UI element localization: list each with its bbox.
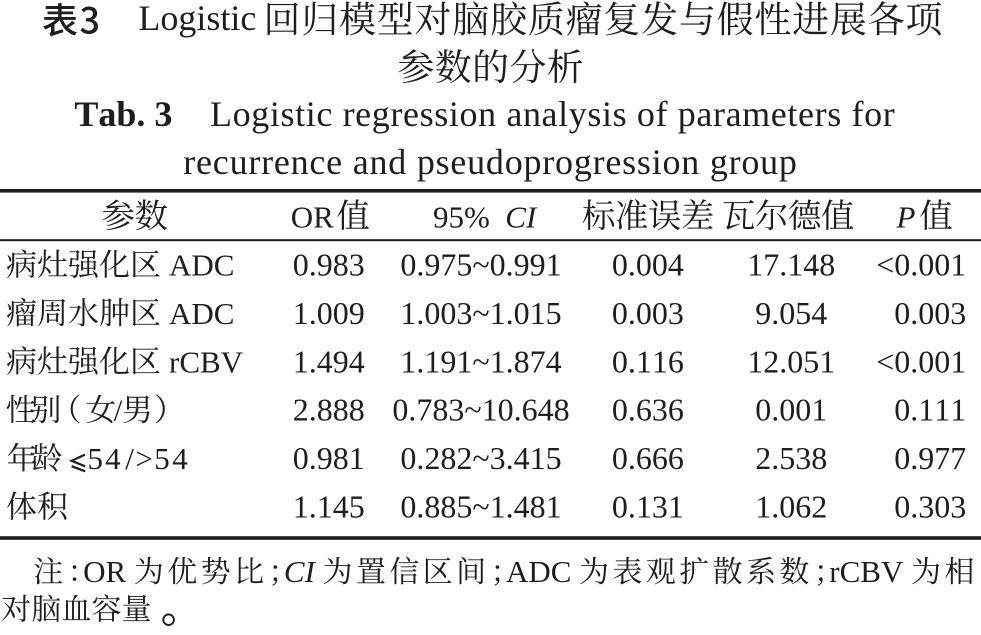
svg-text:0.636: 0.636 (612, 392, 684, 428)
svg-text:0.111: 0.111 (894, 392, 966, 428)
svg-text:P: P (896, 200, 916, 235)
svg-text:Logistic regression analysis o: Logistic regression analysis of paramete… (210, 94, 895, 134)
svg-text:0.885~1.481: 0.885~1.481 (400, 489, 561, 525)
svg-text:/: / (114, 393, 123, 428)
svg-text:1.145: 1.145 (293, 489, 365, 525)
svg-text:0.303: 0.303 (894, 489, 966, 525)
svg-text:1.009: 1.009 (293, 295, 365, 331)
svg-text:OR: OR (83, 554, 126, 589)
svg-text:1.062: 1.062 (755, 489, 827, 525)
svg-text:2.888: 2.888 (293, 392, 365, 428)
svg-text:/: / (125, 441, 134, 476)
svg-text:>: > (135, 441, 152, 476)
svg-text:recurrence and pseudoprogressi: recurrence and pseudoprogression group (183, 142, 797, 182)
svg-text:17.148: 17.148 (747, 247, 835, 283)
svg-text:CI: CI (284, 554, 317, 589)
svg-text:0.116: 0.116 (612, 343, 684, 379)
svg-text:OR: OR (291, 200, 334, 235)
svg-text:5: 5 (154, 441, 170, 476)
svg-text:1.003~1.015: 1.003~1.015 (400, 295, 561, 331)
svg-text:0.003: 0.003 (612, 295, 684, 331)
svg-text:9.054: 9.054 (755, 295, 827, 331)
svg-text:4: 4 (172, 441, 188, 476)
svg-text:95%: 95% (433, 200, 490, 235)
svg-text:Logistic: Logistic (138, 0, 256, 38)
svg-text:0.666: 0.666 (612, 440, 684, 476)
svg-text:0.001: 0.001 (755, 392, 827, 428)
svg-text:<0.001: <0.001 (876, 343, 966, 379)
svg-text:0.131: 0.131 (612, 489, 684, 525)
svg-text:Tab. 3: Tab. 3 (74, 94, 172, 134)
svg-text:0.975~0.991: 0.975~0.991 (400, 247, 561, 283)
svg-text:ADC: ADC (506, 554, 571, 589)
svg-text:0.981: 0.981 (293, 440, 365, 476)
svg-text:ADC: ADC (169, 248, 234, 283)
svg-text:0.783~10.648: 0.783~10.648 (392, 392, 569, 428)
svg-text:0.003: 0.003 (894, 295, 966, 331)
svg-text:5: 5 (88, 441, 104, 476)
svg-text:CI: CI (505, 200, 538, 235)
svg-text:rCBV: rCBV (169, 344, 244, 379)
svg-text:1.191~1.874: 1.191~1.874 (400, 343, 561, 379)
svg-text:0.282~3.415: 0.282~3.415 (400, 440, 561, 476)
svg-text:ADC: ADC (169, 296, 234, 331)
svg-text:12.051: 12.051 (747, 343, 835, 379)
svg-text:1.494: 1.494 (293, 343, 365, 379)
svg-text:4: 4 (105, 441, 121, 476)
svg-text:<0.001: <0.001 (876, 247, 966, 283)
svg-text:0.004: 0.004 (612, 247, 684, 283)
svg-text:0.977: 0.977 (894, 440, 966, 476)
svg-text:0.983: 0.983 (293, 247, 365, 283)
svg-text:rCBV: rCBV (829, 554, 904, 589)
svg-text:2.538: 2.538 (755, 440, 827, 476)
